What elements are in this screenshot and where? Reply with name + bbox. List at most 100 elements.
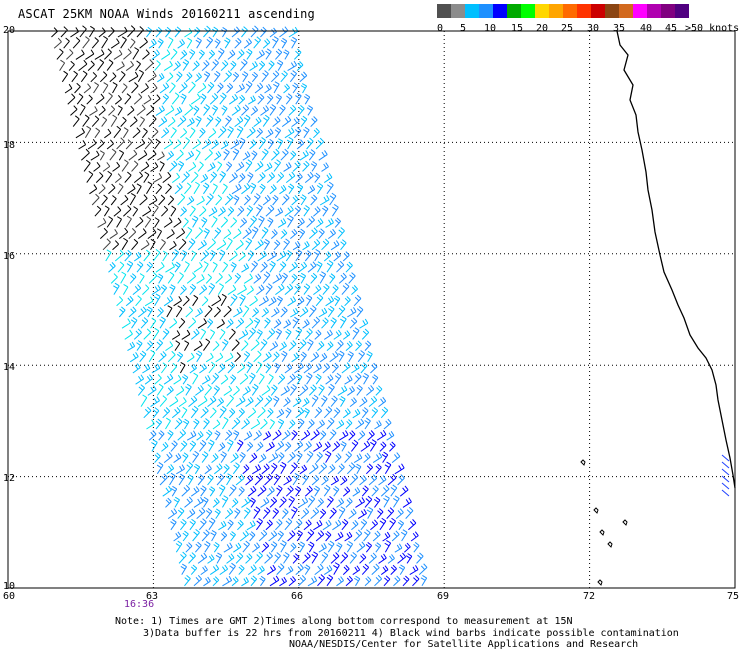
barb-shaft: [291, 39, 298, 49]
barb-shaft: [184, 578, 191, 587]
barb-shaft: [209, 489, 216, 497]
barb-feather: [84, 114, 90, 119]
barb-shaft: [302, 323, 310, 329]
wind-barb: [188, 317, 197, 329]
barb-feather: [300, 263, 305, 269]
barb-feather: [280, 373, 286, 378]
wind-barb: [234, 116, 244, 128]
barb-feather: [279, 171, 285, 177]
wind-barb: [99, 227, 108, 239]
barb-feather: [162, 250, 168, 255]
barb-feather: [311, 554, 317, 558]
lon-label-66: 66: [291, 591, 304, 602]
barb-feather: [159, 319, 165, 323]
barb-feather: [349, 375, 353, 380]
wind-barb: [238, 137, 246, 150]
barb-feather: [262, 297, 267, 303]
barb-shaft: [294, 522, 303, 531]
barb-shaft: [196, 118, 202, 127]
barb-feather: [225, 464, 230, 469]
barb-feather: [308, 450, 314, 455]
barb-shaft: [162, 253, 168, 262]
barb-feather: [335, 552, 340, 557]
barb-feather: [259, 373, 265, 378]
wind-barb: [192, 372, 199, 385]
wind-barb: [79, 104, 86, 116]
barb-shaft: [64, 87, 73, 94]
barb-shaft: [158, 41, 164, 49]
barb-feather: [286, 285, 291, 291]
barb-feather: [264, 70, 269, 75]
barb-feather: [153, 83, 158, 89]
barb-feather: [110, 105, 116, 110]
barb-feather: [283, 387, 288, 392]
barb-shaft: [289, 387, 297, 396]
barb-feather: [248, 431, 253, 436]
wind-barb: [409, 565, 419, 576]
barb-feather: [259, 566, 263, 572]
barb-feather: [191, 365, 195, 370]
barb-shaft: [237, 52, 245, 60]
barb-feather: [288, 185, 293, 190]
barb-shaft: [135, 142, 145, 150]
barb-feather: [252, 62, 256, 68]
barb-feather: [203, 363, 208, 369]
wind-barb: [327, 383, 335, 396]
barb-feather: [167, 171, 172, 177]
barb-shaft: [367, 353, 373, 363]
barb-feather: [278, 285, 282, 291]
barb-feather: [95, 127, 101, 132]
barb-shaft: [223, 389, 232, 396]
barb-shaft: [386, 435, 395, 441]
barb-feather: [358, 453, 363, 459]
barb-feather: [414, 531, 419, 536]
barb-feather: [121, 306, 126, 311]
barb-feather: [151, 442, 156, 446]
barb-shaft: [361, 488, 369, 497]
barb-feather: [240, 486, 245, 491]
barb-shaft: [204, 543, 211, 553]
colorbar-swatch: [619, 4, 633, 18]
wind-barb: [129, 116, 138, 127]
barb-feather: [321, 271, 326, 275]
barb-shaft: [234, 355, 241, 363]
wind-barb: [284, 363, 293, 374]
wind-barb: [70, 105, 78, 116]
barb-feather: [226, 544, 231, 549]
barb-feather: [284, 49, 290, 53]
barb-feather: [324, 475, 329, 481]
barb-feather: [265, 432, 269, 438]
barb-shaft: [364, 420, 371, 430]
wind-barb: [356, 541, 366, 553]
barb-shaft: [94, 209, 102, 217]
barb-feather: [419, 552, 424, 557]
barb-feather: [389, 555, 393, 561]
barb-feather: [280, 408, 285, 414]
barb-feather: [133, 160, 139, 165]
barb-shaft: [238, 568, 245, 575]
barb-shaft: [270, 387, 278, 396]
barb-feather: [294, 129, 300, 134]
barb-feather: [287, 207, 292, 213]
barb-feather: [226, 431, 231, 437]
barb-feather: [169, 72, 174, 77]
barb-feather: [288, 173, 293, 179]
wind-barb: [174, 106, 183, 116]
barb-feather: [130, 308, 135, 313]
wind-barb: [150, 83, 158, 94]
wind-barb: [91, 193, 100, 206]
wind-barb: [163, 139, 173, 150]
wind-barb: [189, 283, 197, 295]
barb-shaft: [207, 399, 217, 407]
barb-feather: [204, 296, 209, 301]
barb-feather: [267, 140, 273, 145]
barb-feather: [254, 105, 259, 111]
barb-shaft: [721, 475, 730, 483]
barb-feather: [378, 508, 384, 513]
barb-feather: [155, 420, 161, 425]
wind-barb: [243, 194, 251, 206]
wind-barb: [188, 161, 197, 172]
barb-shaft: [241, 343, 249, 351]
wind-barb: [298, 541, 306, 553]
barb-shaft: [171, 252, 180, 262]
